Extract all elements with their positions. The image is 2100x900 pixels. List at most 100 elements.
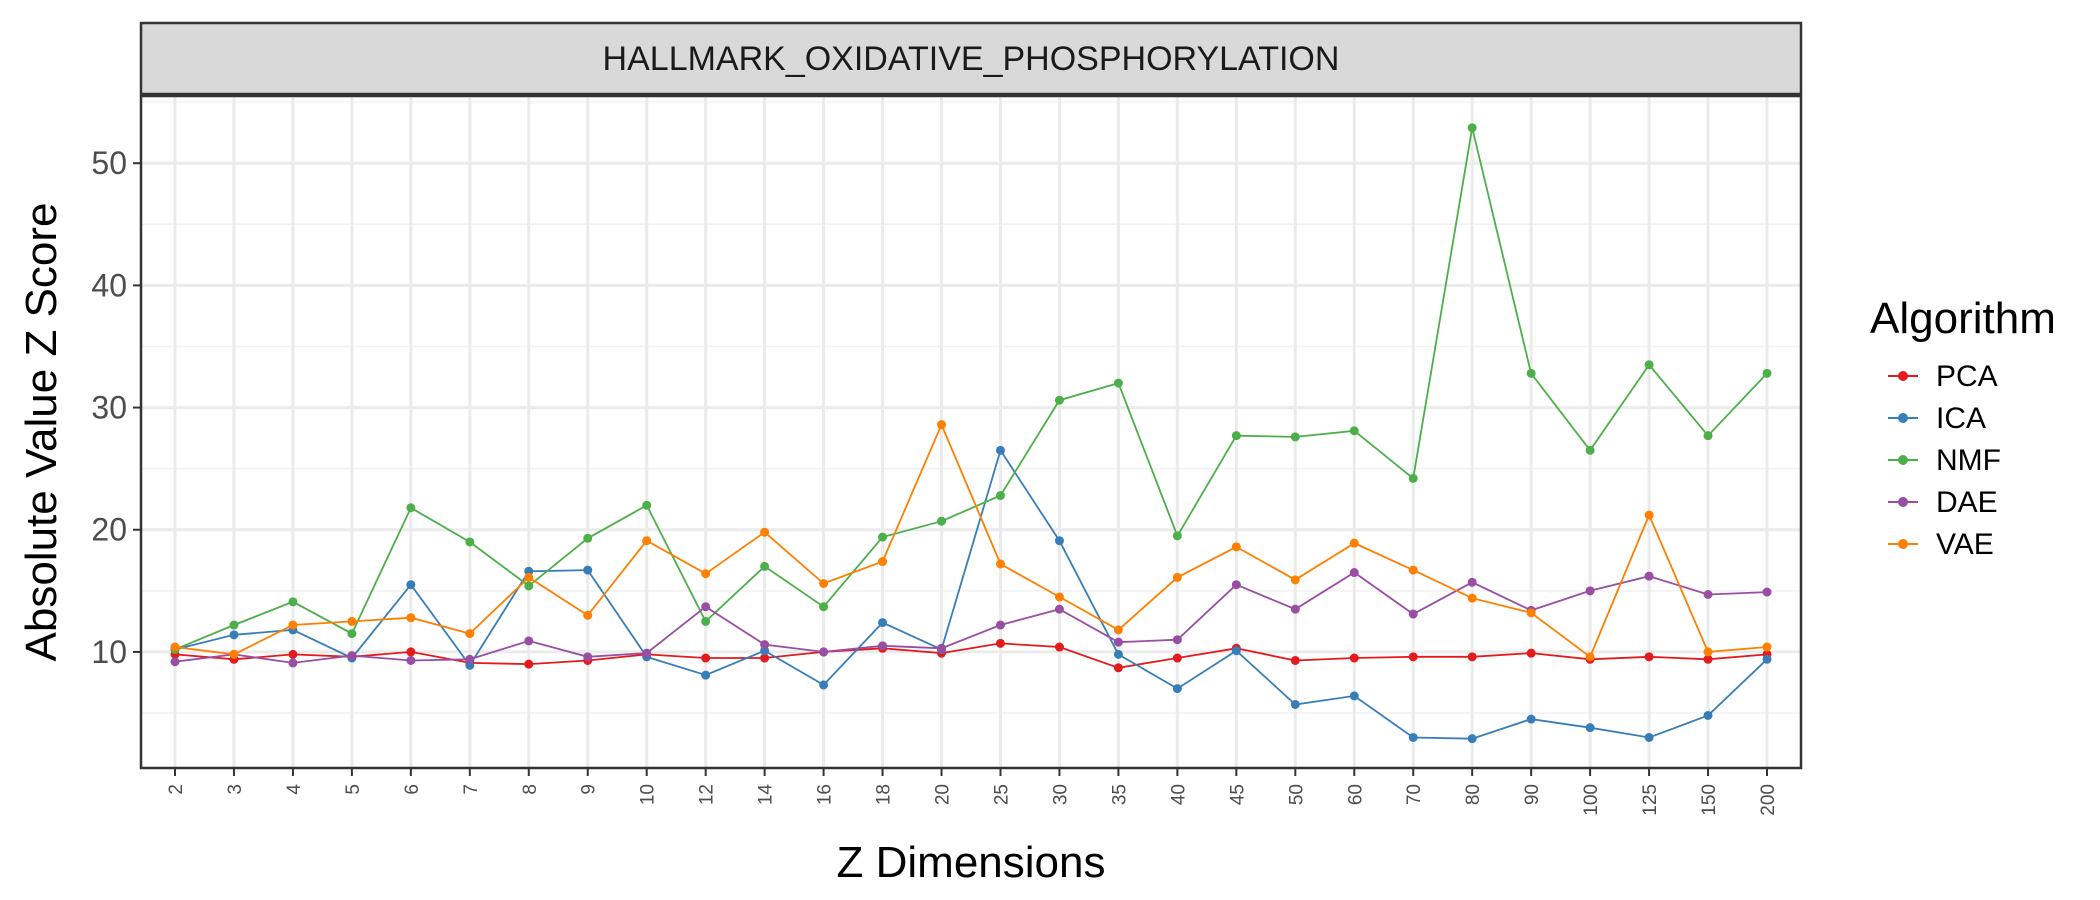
legend-item-ica: ICA <box>1888 402 1986 435</box>
data-point-dae <box>701 602 711 612</box>
legend-label: ICA <box>1936 402 1986 435</box>
data-point-dae <box>170 657 180 667</box>
x-tick-label: 70 <box>1404 784 1425 805</box>
y-tick-label: 50 <box>91 145 127 181</box>
data-point-ica <box>1467 734 1477 744</box>
data-point-pca <box>406 647 416 657</box>
data-point-nmf <box>1585 445 1595 455</box>
x-tick-label: 5 <box>343 784 364 795</box>
x-tick-label: 80 <box>1463 784 1484 805</box>
x-axis: 2 3 4 5 6 7 8 9 10 12 14 16 18 20 25 30 35 40 45 50 60 70 80 90… <box>166 768 1779 816</box>
data-point-dae <box>878 641 888 651</box>
data-point-dae <box>465 654 475 664</box>
data-point-dae <box>1644 571 1654 581</box>
legend: Algorithm PCA ICA NMF DAE VAE <box>1870 294 2056 561</box>
x-tick-label: 200 <box>1758 784 1779 816</box>
data-point-nmf <box>1054 395 1064 405</box>
data-point-nmf <box>1349 426 1359 436</box>
series-layer <box>170 123 1772 744</box>
data-point-vae <box>642 536 652 546</box>
data-point-dae <box>1408 609 1418 619</box>
data-point-ica <box>583 565 593 575</box>
data-point-vae <box>937 420 947 430</box>
data-point-ica <box>1349 691 1359 701</box>
data-point-vae <box>1054 592 1064 602</box>
data-point-vae <box>819 579 829 589</box>
x-tick-label: 60 <box>1345 784 1366 805</box>
data-point-dae <box>1290 604 1300 614</box>
data-point-vae <box>878 557 888 567</box>
facet-title: HALLMARK_OXIDATIVE_PHOSPHORYLATION <box>603 40 1340 78</box>
data-point-pca <box>288 649 298 659</box>
x-tick-label: 12 <box>697 784 718 805</box>
data-point-dae <box>1467 577 1477 587</box>
data-point-ica <box>995 445 1005 455</box>
y-axis-title: Absolute Value Z Score <box>17 203 66 662</box>
x-tick-label: 35 <box>1109 784 1130 805</box>
data-point-nmf <box>937 516 947 526</box>
legend-item-pca: PCA <box>1888 360 1998 393</box>
legend-key-point <box>1898 455 1908 465</box>
data-point-dae <box>1054 604 1064 614</box>
data-point-vae <box>1467 593 1477 603</box>
data-point-nmf <box>760 561 770 571</box>
gridlines <box>141 96 1801 768</box>
data-point-nmf <box>1172 531 1182 541</box>
data-point-pca <box>1349 653 1359 663</box>
x-tick-label: 2 <box>166 784 187 795</box>
legend-item-vae: VAE <box>1888 528 1994 561</box>
data-point-dae <box>1703 590 1713 600</box>
data-point-pca <box>1703 654 1713 664</box>
y-tick-label: 20 <box>91 512 127 548</box>
data-point-vae <box>1762 642 1772 652</box>
data-point-ica <box>878 618 888 628</box>
data-point-vae <box>1349 538 1359 548</box>
legend-key-point <box>1898 539 1908 549</box>
data-point-vae <box>1585 652 1595 662</box>
data-point-dae <box>642 648 652 658</box>
x-tick-label: 16 <box>815 784 836 805</box>
data-point-vae <box>347 616 357 626</box>
data-point-nmf <box>1526 368 1536 378</box>
series-vae <box>170 420 1772 662</box>
data-point-dae <box>819 647 829 657</box>
data-point-nmf <box>1644 360 1654 370</box>
data-point-vae <box>583 610 593 620</box>
x-tick-label: 9 <box>579 784 600 795</box>
data-point-nmf <box>1408 473 1418 483</box>
x-tick-label: 20 <box>933 784 954 805</box>
data-point-dae <box>347 651 357 661</box>
x-tick-label: 125 <box>1640 784 1661 816</box>
series-dae <box>170 568 1772 668</box>
y-axis: 10 20 30 40 50 <box>91 145 141 670</box>
x-tick-label: 40 <box>1168 784 1189 805</box>
x-tick-label: 45 <box>1227 784 1248 805</box>
data-point-pca <box>1290 655 1300 665</box>
x-tick-label: 4 <box>284 784 305 795</box>
data-point-nmf <box>583 533 593 543</box>
x-axis-title: Z Dimensions <box>837 838 1106 887</box>
data-point-nmf <box>524 581 534 591</box>
data-point-ica <box>1290 699 1300 709</box>
data-point-ica <box>1408 732 1418 742</box>
legend-key-point <box>1898 413 1908 423</box>
data-point-dae <box>583 652 593 662</box>
data-point-vae <box>1703 647 1713 657</box>
y-tick-label: 30 <box>91 390 127 426</box>
data-point-vae <box>701 569 711 579</box>
data-point-vae <box>1290 575 1300 585</box>
data-point-dae <box>760 640 770 650</box>
y-tick-label: 10 <box>91 634 127 670</box>
data-point-dae <box>524 636 534 646</box>
data-point-pca <box>1467 652 1477 662</box>
data-point-ica <box>1703 710 1713 720</box>
data-point-pca <box>1113 663 1123 673</box>
data-point-ica <box>1526 714 1536 724</box>
data-point-dae <box>406 655 416 665</box>
data-point-dae <box>1113 637 1123 647</box>
legend-item-nmf: NMF <box>1888 444 2001 477</box>
data-point-nmf <box>465 537 475 547</box>
data-point-vae <box>1172 572 1182 582</box>
data-point-pca <box>524 659 534 669</box>
